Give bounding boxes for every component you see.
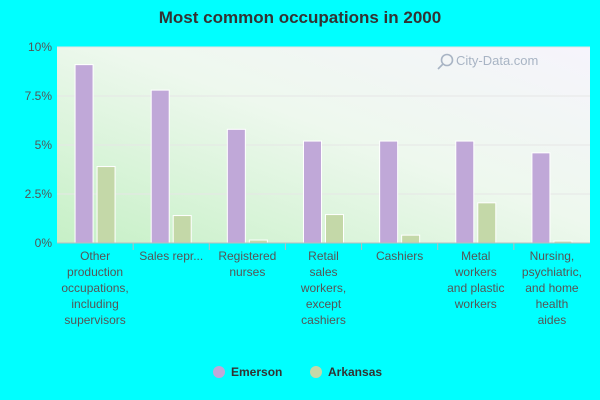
bar-emerson: [74, 64, 94, 244]
x-category-label: Other production occupations, including supe…: [61, 249, 128, 327]
bar-arkansas: [401, 234, 421, 244]
magnifier-handle: [437, 63, 444, 70]
watermark: City-Data.com: [437, 53, 538, 70]
x-category-label: Registered nurses: [218, 249, 276, 279]
bar-arkansas: [325, 214, 344, 244]
legend-swatch-arkansas: [310, 366, 322, 378]
bar-emerson: [303, 140, 322, 244]
y-tick-label: 5%: [35, 138, 53, 152]
bar-emerson: [531, 152, 551, 244]
legend-swatch-emerson: [213, 366, 225, 378]
x-category-label: Cashiers: [376, 249, 423, 263]
x-category-label: Nursing, psychiatric, and home health aides: [522, 249, 582, 327]
bar-emerson: [379, 140, 399, 244]
y-tick-label: 0%: [35, 236, 53, 250]
x-category-label: Sales repr...: [139, 249, 203, 263]
bar-emerson: [226, 128, 246, 244]
y-tick-label: 2.5%: [25, 187, 53, 201]
y-tick-label: 7.5%: [25, 89, 53, 103]
bar-arkansas: [477, 202, 497, 244]
chart-title: Most common occupations in 2000: [158, 8, 442, 27]
bar-emerson: [150, 89, 170, 244]
x-category-label: Metal workers and plastic workers: [447, 249, 504, 311]
x-category-label: Retail sales workers, except cashiers: [300, 249, 346, 327]
bar-emerson: [455, 140, 475, 244]
bar-arkansas: [96, 166, 116, 244]
legend-label-emerson: Emerson: [231, 365, 282, 379]
y-tick-label: 10%: [28, 40, 52, 54]
magnifier-icon: [440, 53, 454, 67]
bar-arkansas: [172, 215, 192, 244]
legend-label-arkansas: Arkansas: [328, 365, 382, 379]
watermark-text: City-Data.com: [456, 53, 538, 68]
